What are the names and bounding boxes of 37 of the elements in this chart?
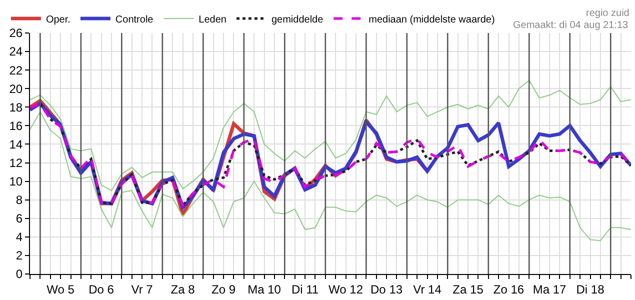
legend-label: gemiddelde bbox=[271, 14, 324, 26]
y-tick-label: 24 bbox=[9, 44, 23, 59]
x-tick-label: Za 15 bbox=[452, 282, 484, 296]
x-tick-label: Di 11 bbox=[291, 282, 319, 296]
y-tick-label: 12 bbox=[9, 156, 23, 170]
x-tick-label: Vr 7 bbox=[131, 282, 154, 296]
x-tick-label: Za 8 bbox=[170, 282, 196, 296]
x-tick-label: Vr 14 bbox=[413, 282, 442, 296]
y-tick-label: 4 bbox=[16, 230, 23, 244]
x-tick-label: Di 18 bbox=[576, 282, 605, 296]
x-tick-label: Wo 12 bbox=[328, 282, 364, 296]
y-tick-label: 26 bbox=[9, 26, 23, 40]
x-tick-label: Zo 16 bbox=[493, 282, 524, 296]
text: regio zuid bbox=[586, 8, 630, 19]
text: Gemaakt: di 04 aug 21:13 bbox=[513, 20, 629, 31]
y-tick-label: 16 bbox=[9, 118, 23, 133]
x-tick-label: Do 13 bbox=[370, 282, 403, 296]
y-tick-label: 8 bbox=[16, 193, 23, 208]
line-series bbox=[30, 111, 631, 242]
y-tick-label: 18 bbox=[9, 100, 23, 114]
x-tick-label: Wo 5 bbox=[46, 282, 75, 296]
y-tick-label: 0 bbox=[16, 267, 23, 282]
y-tick-label: 6 bbox=[16, 212, 23, 226]
y-tick-label: 2 bbox=[16, 248, 23, 263]
x-tick-label: Ma 17 bbox=[532, 282, 567, 296]
y-tick-label: 20 bbox=[9, 82, 23, 96]
legend-label: Oper. bbox=[46, 14, 70, 26]
legend-label: mediaan (middelste waarde) bbox=[368, 14, 495, 26]
x-tick-label: Ma 10 bbox=[248, 282, 282, 296]
x-tick-label: Zo 9 bbox=[212, 282, 236, 296]
line-series bbox=[30, 80, 631, 192]
y-tick-label: 10 bbox=[9, 174, 23, 189]
y-tick-label: 14 bbox=[9, 137, 23, 152]
x-tick-label: Do 6 bbox=[88, 282, 114, 296]
y-tick-label: 22 bbox=[9, 63, 23, 78]
legend-label: Leden bbox=[198, 14, 226, 26]
legend-label: Controle bbox=[115, 14, 154, 26]
